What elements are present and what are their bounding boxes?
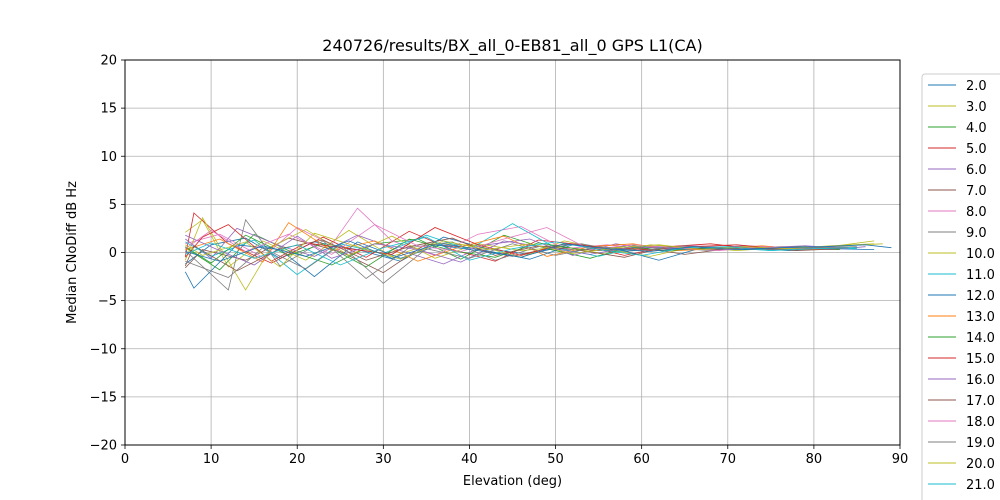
legend-items: 2.0 3.0 4.0 5.0 6.0 7.0 8.0 9.0 10.0 11.0 12.0 13.0… (928, 79, 995, 500)
legend-box (921, 73, 1000, 500)
legend-label: 14.0 (966, 331, 995, 346)
series-line-22.0 (185, 240, 892, 262)
legend-label: 11.0 (966, 268, 995, 283)
legend-label: 18.0 (966, 415, 995, 430)
legend-label: 7.0 (966, 184, 987, 199)
legend-label: 17.0 (966, 394, 995, 409)
legend-label: 2.0 (966, 79, 987, 94)
x-tick-label: 20 (289, 452, 306, 467)
x-tick-label: 30 (375, 452, 392, 467)
y-tick-label: 0 (109, 246, 117, 261)
x-tick-label: 40 (461, 452, 478, 467)
x-tick-label: 60 (633, 452, 650, 467)
y-tick-label: −20 (90, 439, 117, 454)
legend-label: 6.0 (966, 163, 987, 178)
series-group (184, 207, 892, 291)
legend-label: 3.0 (966, 100, 987, 115)
y-tick-label: 15 (100, 102, 117, 117)
legend-label: 15.0 (966, 352, 995, 367)
x-tick-label: 70 (720, 452, 737, 467)
legend-label: 12.0 (966, 289, 995, 304)
legend-label: 20.0 (966, 457, 995, 472)
series-line-15.0 (184, 224, 823, 262)
x-tick-label: 80 (806, 452, 823, 467)
y-tick-label: −10 (90, 342, 117, 357)
y-tick-label: 5 (109, 198, 117, 213)
legend-label: 9.0 (966, 226, 987, 241)
x-tick-label: 0 (121, 452, 129, 467)
legend: 2.0 3.0 4.0 5.0 6.0 7.0 8.0 9.0 10.0 11.0 12.0 13.0… (921, 73, 1000, 500)
series-line-3.0 (185, 219, 883, 268)
y-tick-label: −5 (98, 294, 117, 309)
legend-label: 21.0 (966, 478, 995, 493)
y-tick-label: −15 (90, 390, 117, 405)
y-axis-title: Median CNoDiff dB Hz (65, 181, 80, 324)
x-tick-label: 10 (203, 452, 220, 467)
legend-label: 10.0 (966, 247, 995, 262)
legend-label: 13.0 (966, 310, 995, 325)
x-axis-title: Elevation (deg) (463, 474, 562, 489)
legend-label: 19.0 (966, 436, 995, 451)
series-line-20.0 (185, 232, 875, 268)
legend-label: 16.0 (966, 373, 995, 388)
x-tick-label: 50 (547, 452, 564, 467)
x-tick-label: 90 (892, 452, 909, 467)
legend-label: 4.0 (966, 121, 987, 136)
legend-label: 5.0 (966, 142, 987, 157)
legend-label: 8.0 (966, 205, 987, 220)
y-tick-label: 10 (100, 150, 117, 165)
series-line-21.0 (185, 236, 857, 266)
y-tick-label: 20 (100, 54, 117, 69)
chart-title: 240726/results/BX_all_0-EB81_all_0 GPS L… (322, 36, 702, 56)
ticks: 0 10 20 30 40 50 60 70 80 90 −20 −15 −10 −5 0 5 10 15 20 (90, 54, 909, 468)
